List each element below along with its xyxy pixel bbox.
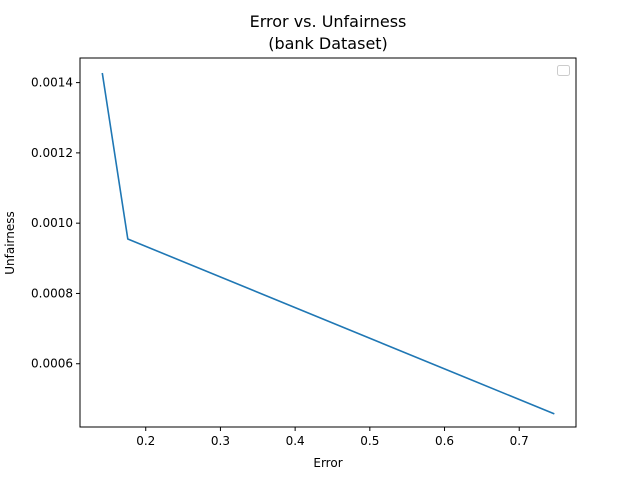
x-tick-label: 0.2 [136, 434, 155, 448]
x-tick-label: 0.5 [360, 434, 379, 448]
x-tick-label: 0.4 [286, 434, 305, 448]
x-tick-label: 0.3 [211, 434, 230, 448]
chart-subtitle: (bank Dataset) [268, 34, 388, 53]
legend-box [557, 65, 570, 76]
plot-frame [79, 57, 577, 428]
x-axis-label: Error [313, 456, 342, 470]
y-tick-label: 0.0010 [31, 216, 73, 230]
series-lines [101, 72, 555, 415]
y-ticks: 0.0006 0.0008 0.0010 0.0012 0.0014 [31, 76, 80, 371]
plot-area [80, 58, 576, 427]
series-line [101, 72, 555, 415]
x-ticks: 0.2 0.3 0.4 0.5 0.6 0.7 [136, 427, 529, 448]
y-tick-label: 0.0006 [31, 357, 73, 371]
y-tick-label: 0.0008 [31, 286, 73, 300]
x-tick-label: 0.6 [435, 434, 454, 448]
x-tick-label: 0.7 [510, 434, 529, 448]
chart-title: Error vs. Unfairness [250, 12, 407, 31]
y-axis-label: Unfairness [3, 211, 17, 275]
y-tick-label: 0.0014 [31, 76, 73, 90]
y-tick-label: 0.0012 [31, 146, 73, 160]
